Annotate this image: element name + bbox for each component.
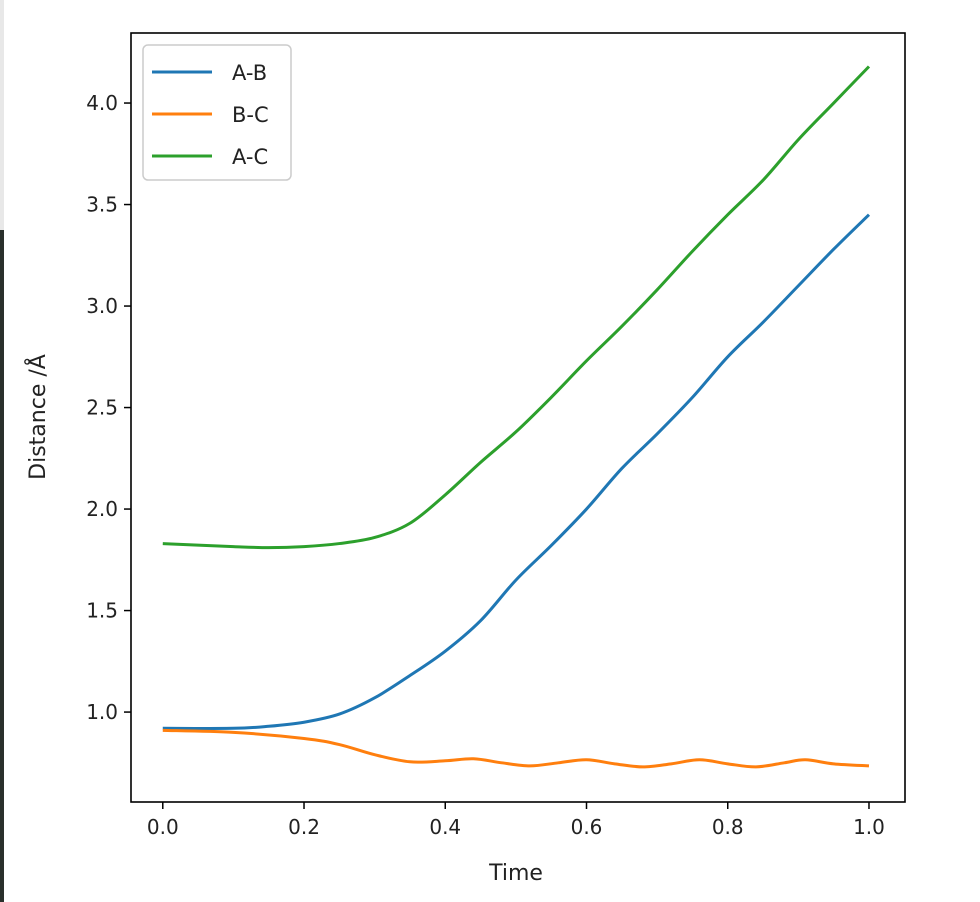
legend: A-B B-C A-C	[142, 44, 292, 181]
legend-box	[142, 44, 292, 181]
x-tick-label: 0.0	[147, 815, 179, 839]
x-tick-label: 0.2	[288, 815, 320, 839]
series-line-a-b	[162, 213, 871, 730]
y-axis-label: Distance /Å	[24, 354, 51, 480]
x-tick-label: 1.0	[853, 815, 885, 839]
axis-ticks: 0.0 0.2 0.4 0.6 0.8 1.0 1.0 1.5 2.0 2.5 3.0 3.5 4.0	[86, 91, 885, 839]
x-axis-label: Time	[488, 861, 543, 886]
axes-frame	[130, 32, 906, 803]
y-tick-label: 3.5	[86, 193, 118, 217]
y-tick-label: 2.5	[86, 396, 118, 420]
background-window-edge	[0, 0, 4, 230]
y-tick-label: 3.0	[86, 294, 118, 318]
x-tick-label: 0.6	[571, 815, 603, 839]
x-tick-label: 0.4	[429, 815, 461, 839]
series-line-b-c	[162, 728, 870, 769]
series-line-a-c	[162, 65, 871, 550]
y-tick-label: 2.0	[86, 497, 118, 521]
y-tick-label: 4.0	[86, 91, 118, 115]
y-tick-label: 1.5	[86, 599, 118, 623]
legend-label: B-C	[232, 103, 269, 127]
plot-area	[162, 65, 871, 769]
x-tick-label: 0.8	[712, 815, 744, 839]
y-tick-label: 1.0	[86, 700, 118, 724]
legend-label: A-C	[232, 145, 268, 169]
background-desktop-edge	[0, 230, 4, 902]
legend-label: A-B	[232, 61, 267, 85]
